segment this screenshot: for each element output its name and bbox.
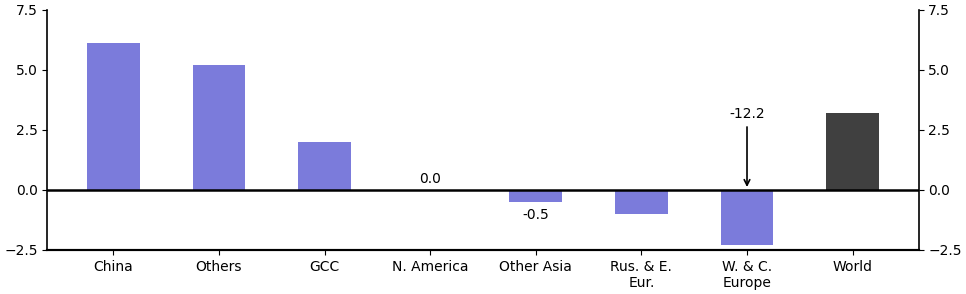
Bar (721, 190, 774, 245)
Text: -0.5: -0.5 (523, 208, 550, 222)
Bar (615, 190, 668, 214)
Text: 0.0: 0.0 (419, 171, 441, 186)
Bar (298, 142, 351, 190)
Bar (509, 190, 562, 202)
Text: -12.2: -12.2 (729, 107, 765, 185)
Bar (87, 43, 140, 190)
Bar (826, 113, 879, 190)
Bar (192, 65, 245, 190)
